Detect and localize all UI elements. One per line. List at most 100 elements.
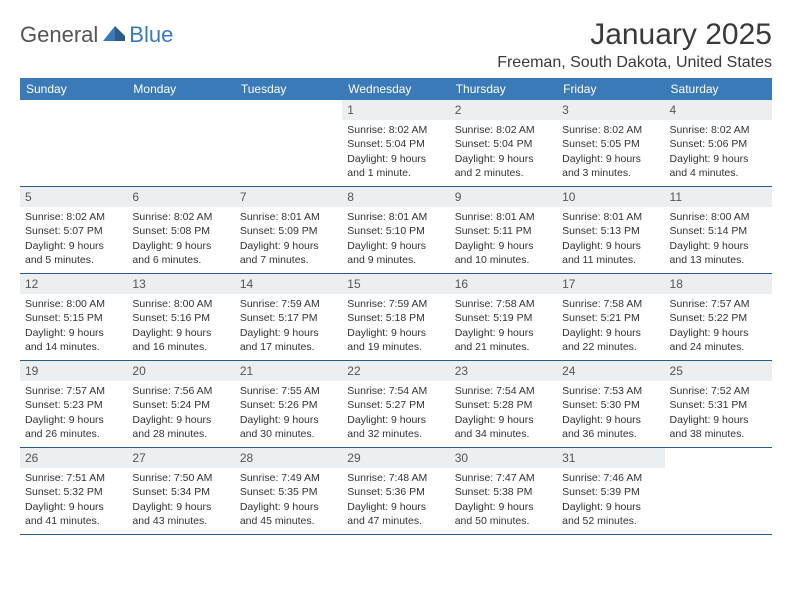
day-number-bar: 7 [235,187,342,207]
day-number-bar: 10 [557,187,664,207]
logo-mark-icon [103,24,127,47]
day-cell: 16Sunrise: 7:58 AMSunset: 5:19 PMDayligh… [450,274,557,360]
daylight-line: Daylight: 9 hours and 26 minutes. [25,413,122,441]
sunrise-line: Sunrise: 7:58 AM [562,297,659,311]
day-number: 5 [25,190,32,204]
day-number: 11 [670,190,682,204]
day-cell: 29Sunrise: 7:48 AMSunset: 5:36 PMDayligh… [342,448,449,534]
day-number-bar: 1 [342,100,449,120]
day-cell [20,100,127,186]
sunrise-line: Sunrise: 7:54 AM [455,384,552,398]
daylight-line: Daylight: 9 hours and 9 minutes. [347,239,444,267]
month-title: January 2025 [497,18,772,52]
daylight-line: Daylight: 9 hours and 47 minutes. [347,500,444,528]
sunrise-line: Sunrise: 7:59 AM [240,297,337,311]
day-cell [127,100,234,186]
daylight-line: Daylight: 9 hours and 22 minutes. [562,326,659,354]
day-number: 21 [240,364,253,378]
daylight-line: Daylight: 9 hours and 10 minutes. [455,239,552,267]
sunrise-line: Sunrise: 7:56 AM [132,384,229,398]
brand-logo: General Blue [20,22,173,48]
day-number: 1 [347,103,354,117]
weekday-header: Friday [557,78,664,100]
day-cell: 18Sunrise: 7:57 AMSunset: 5:22 PMDayligh… [665,274,772,360]
daylight-line: Daylight: 9 hours and 50 minutes. [455,500,552,528]
day-cell: 27Sunrise: 7:50 AMSunset: 5:34 PMDayligh… [127,448,234,534]
day-cell: 25Sunrise: 7:52 AMSunset: 5:31 PMDayligh… [665,361,772,447]
day-number: 9 [455,190,462,204]
sunset-line: Sunset: 5:10 PM [347,224,444,238]
daylight-line: Daylight: 9 hours and 11 minutes. [562,239,659,267]
day-number: 3 [562,103,569,117]
daylight-line: Daylight: 9 hours and 14 minutes. [25,326,122,354]
sunset-line: Sunset: 5:27 PM [347,398,444,412]
day-number-bar: 5 [20,187,127,207]
day-number: 13 [132,277,145,291]
sunrise-line: Sunrise: 8:01 AM [347,210,444,224]
daylight-line: Daylight: 9 hours and 21 minutes. [455,326,552,354]
sunset-line: Sunset: 5:15 PM [25,311,122,325]
sunset-line: Sunset: 5:23 PM [25,398,122,412]
daylight-line: Daylight: 9 hours and 7 minutes. [240,239,337,267]
sunrise-line: Sunrise: 8:00 AM [25,297,122,311]
sunrise-line: Sunrise: 7:53 AM [562,384,659,398]
day-number-bar: 8 [342,187,449,207]
sunrise-line: Sunrise: 7:59 AM [347,297,444,311]
sunrise-line: Sunrise: 7:52 AM [670,384,767,398]
day-number: 12 [25,277,38,291]
sunset-line: Sunset: 5:30 PM [562,398,659,412]
sunrise-line: Sunrise: 7:57 AM [670,297,767,311]
weekday-header: Monday [127,78,234,100]
page-header: General Blue January 2025 Freeman, South… [20,18,772,72]
logo-text-blue: Blue [129,22,173,48]
calendar-page: General Blue January 2025 Freeman, South… [0,0,792,535]
day-number-bar: 13 [127,274,234,294]
daylight-line: Daylight: 9 hours and 28 minutes. [132,413,229,441]
sunrise-line: Sunrise: 8:01 AM [240,210,337,224]
daylight-line: Daylight: 9 hours and 13 minutes. [670,239,767,267]
sunset-line: Sunset: 5:38 PM [455,485,552,499]
day-number: 18 [670,277,683,291]
day-cell: 19Sunrise: 7:57 AMSunset: 5:23 PMDayligh… [20,361,127,447]
day-number: 23 [455,364,468,378]
day-cell: 12 Sunrise: 8:00 AMSunset: 5:15 PMDayligh… [20,274,127,360]
sunset-line: Sunset: 5:13 PM [562,224,659,238]
location-subtitle: Freeman, South Dakota, United States [497,54,772,72]
day-cell: 6Sunrise: 8:02 AMSunset: 5:08 PMDaylight… [127,187,234,273]
daylight-line: Daylight: 9 hours and 5 minutes. [25,239,122,267]
daylight-line: Daylight: 9 hours and 1 minute. [347,152,444,180]
day-number-bar: 3 [557,100,664,120]
day-number-bar: 30 [450,448,557,468]
day-number-bar: 27 [127,448,234,468]
day-number-bar: 11 [665,187,772,207]
daylight-line: Daylight: 9 hours and 2 minutes. [455,152,552,180]
sunset-line: Sunset: 5:11 PM [455,224,552,238]
daylight-line: Daylight: 9 hours and 17 minutes. [240,326,337,354]
daylight-line: Daylight: 9 hours and 16 minutes. [132,326,229,354]
day-cell: 4Sunrise: 8:02 AMSunset: 5:06 PMDaylight… [665,100,772,186]
day-number-bar: 28 [235,448,342,468]
day-cell: 31Sunrise: 7:46 AMSunset: 5:39 PMDayligh… [557,448,664,534]
day-number: 20 [132,364,145,378]
day-number: 15 [347,277,360,291]
daylight-line: Daylight: 9 hours and 36 minutes. [562,413,659,441]
sunrise-line: Sunrise: 8:02 AM [347,123,444,137]
sunset-line: Sunset: 5:35 PM [240,485,337,499]
day-number: 7 [240,190,247,204]
day-cell: 5Sunrise: 8:02 AMSunset: 5:07 PMDaylight… [20,187,127,273]
day-number-bar: 2 [450,100,557,120]
sunset-line: Sunset: 5:28 PM [455,398,552,412]
sunrise-line: Sunrise: 8:01 AM [455,210,552,224]
day-number-bar: 14 [235,274,342,294]
weekday-header-row: SundayMondayTuesdayWednesdayThursdayFrid… [20,78,772,100]
daylight-line: Daylight: 9 hours and 52 minutes. [562,500,659,528]
sunset-line: Sunset: 5:17 PM [240,311,337,325]
day-number: 10 [562,190,575,204]
daylight-line: Daylight: 9 hours and 45 minutes. [240,500,337,528]
sunrise-line: Sunrise: 8:02 AM [562,123,659,137]
daylight-line: Daylight: 9 hours and 41 minutes. [25,500,122,528]
sunrise-line: Sunrise: 7:50 AM [132,471,229,485]
day-number: 29 [347,451,360,465]
sunset-line: Sunset: 5:32 PM [25,485,122,499]
day-number-bar: 15 [342,274,449,294]
